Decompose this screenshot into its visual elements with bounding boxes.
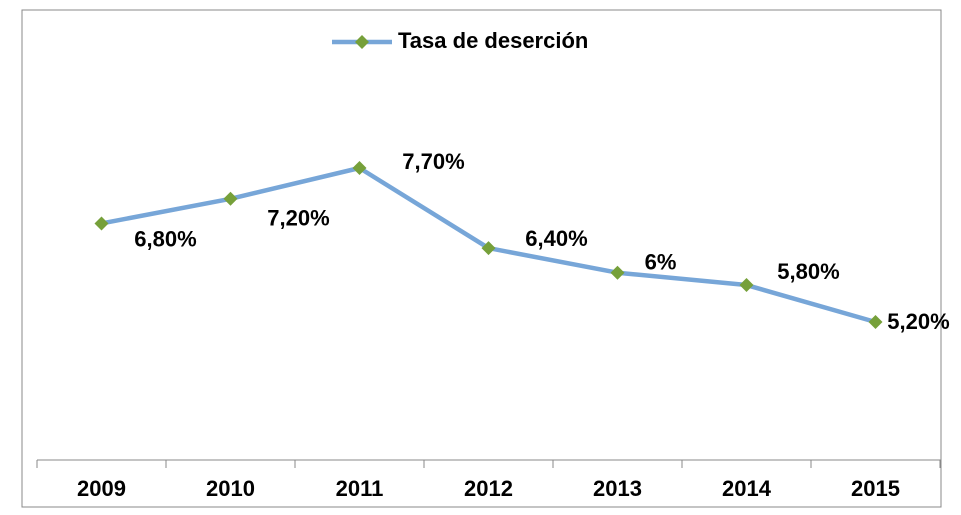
legend-marker [355,35,369,49]
x-tick-label: 2012 [464,476,513,501]
x-tick-label: 2010 [206,476,255,501]
x-tick-label: 2011 [336,476,384,501]
data-label: 7,20% [267,206,329,231]
data-label: 6,40% [525,226,587,251]
data-point [94,216,109,231]
data-label: 7,70% [402,149,464,174]
data-point [739,278,754,293]
data-label: 6% [645,250,677,275]
x-tick-label: 2013 [593,476,642,501]
data-point [481,241,496,256]
x-tick-label: 2014 [722,476,772,501]
data-label: 6,80% [134,226,196,251]
data-point [868,315,883,329]
data-point [352,161,367,175]
x-tick-label: 2009 [77,476,126,501]
data-point [223,191,238,206]
data-label: 5,20% [887,309,949,334]
legend-label: Tasa de deserción [398,28,588,53]
data-label: 5,80% [777,259,839,284]
x-tick-label: 2015 [851,476,900,501]
data-point [610,265,625,280]
plot-frame [21,9,942,508]
